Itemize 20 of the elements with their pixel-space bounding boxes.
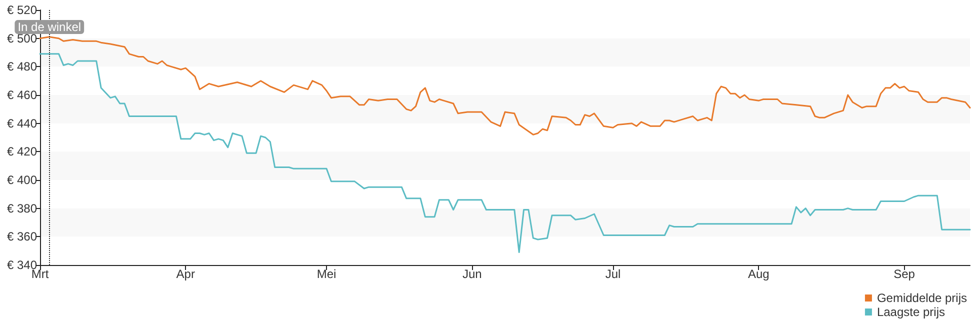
y-tick-label: € 400 — [6, 173, 38, 187]
x-tick-label: Apr — [176, 267, 195, 281]
ref-line-label: In de winkel — [18, 20, 82, 34]
y-tick-label: € 460 — [6, 88, 38, 102]
line-series — [39, 36, 971, 136]
y-tick-label: € 380 — [6, 201, 38, 216]
y-tick-label: € 480 — [6, 60, 38, 74]
x-tick-label: Aug — [748, 267, 770, 281]
x-tick-label: Sep — [894, 267, 916, 281]
y-tick-label: € 500 — [6, 31, 38, 46]
line-series — [39, 53, 971, 253]
legend-label: Laagste prijs — [876, 305, 946, 319]
x-tick-label: Jun — [462, 267, 482, 281]
y-tick-label: € 360 — [6, 230, 38, 244]
legend-label: Gemiddelde prijs — [876, 291, 968, 305]
y-tick-label: € 420 — [6, 144, 38, 159]
x-tick-label: Jul — [605, 267, 621, 281]
x-tick-label: Mei — [316, 267, 336, 281]
y-tick-label: € 440 — [6, 116, 38, 130]
y-tick-label: € 520 — [6, 3, 38, 17]
